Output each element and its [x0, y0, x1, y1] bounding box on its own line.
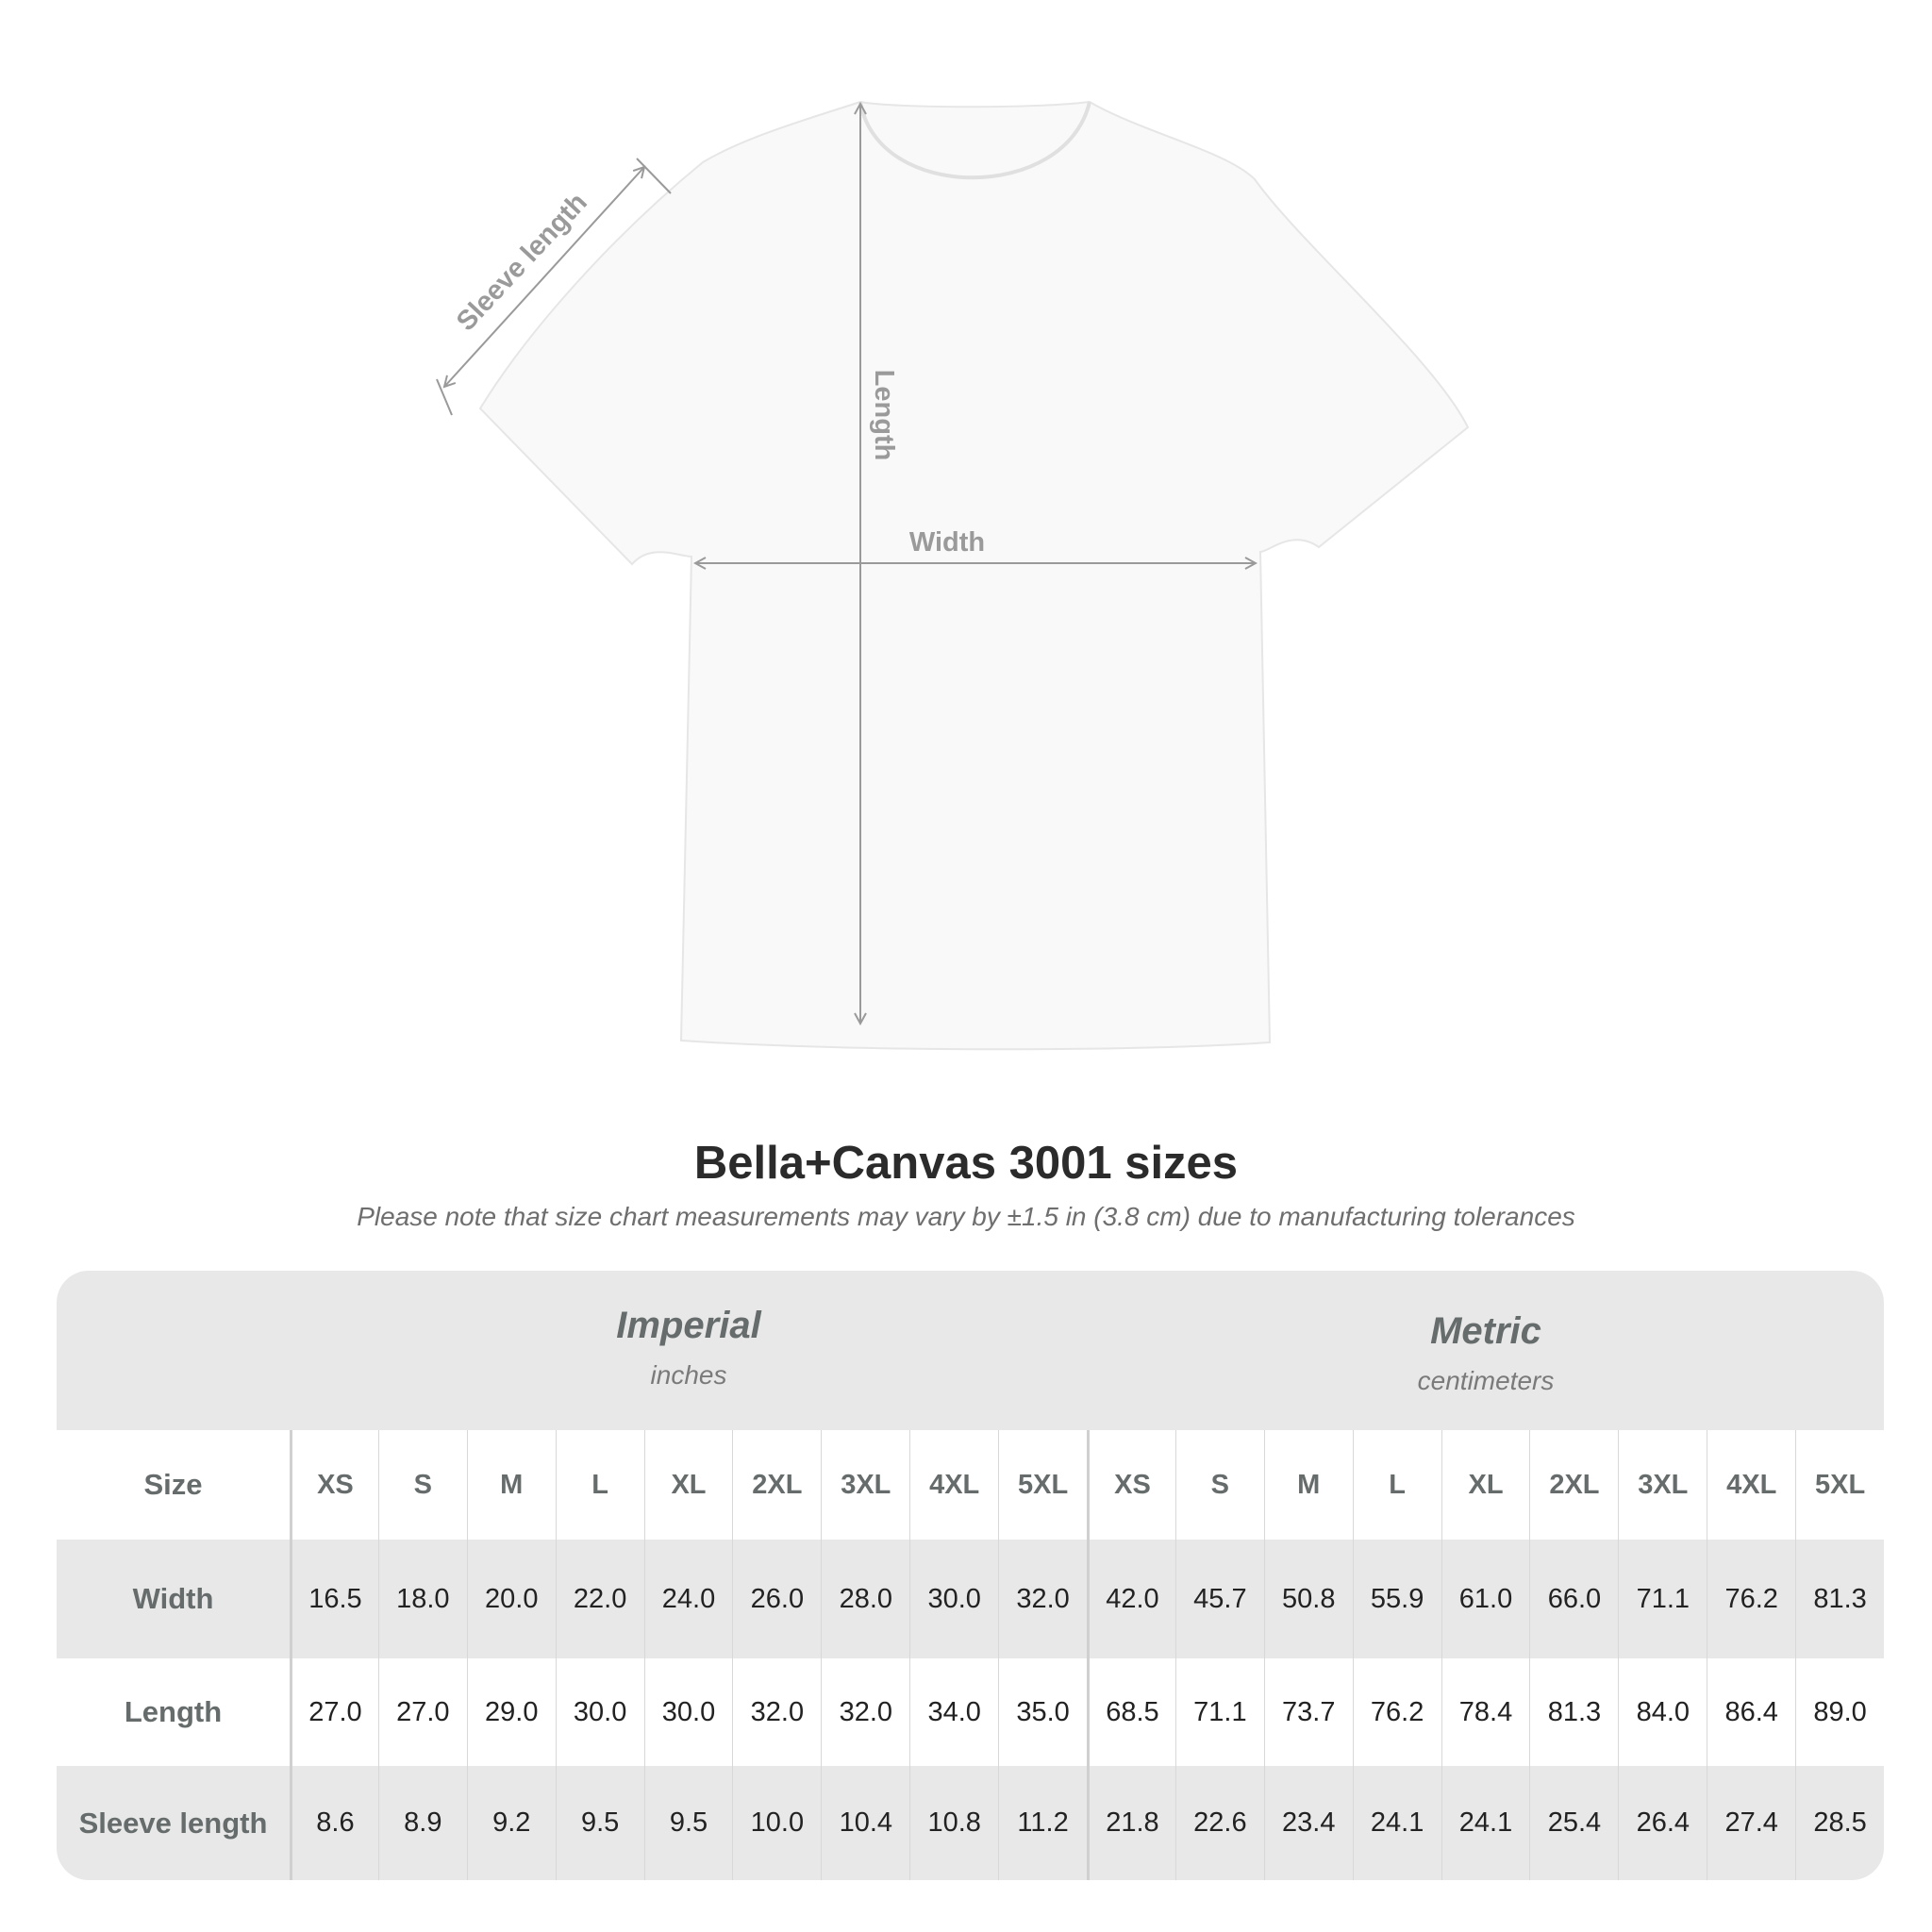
- imperial-size-header: M: [466, 1430, 556, 1540]
- length-label: Length: [869, 370, 899, 461]
- imperial-value: 10.0: [732, 1766, 821, 1880]
- imperial-value: 32.0: [821, 1658, 909, 1766]
- table-row: Sleeve length 8.6 8.9 9.2 9.5 9.5 10.0 10.4 10.8…: [57, 1766, 1884, 1880]
- imperial-value: 9.5: [555, 1766, 644, 1880]
- metric-value: 71.1: [1174, 1658, 1264, 1766]
- imperial-value: 26.0: [732, 1540, 821, 1658]
- imperial-value: 34.0: [909, 1658, 998, 1766]
- metric-value: 27.4: [1707, 1766, 1795, 1880]
- metric-value: 71.1: [1618, 1540, 1707, 1658]
- metric-value: 24.1: [1441, 1766, 1530, 1880]
- imperial-value: 27.0: [377, 1658, 467, 1766]
- row-label: Size: [143, 1468, 203, 1501]
- imperial-size-header: XS: [290, 1430, 378, 1540]
- imperial-size-header: 2XL: [732, 1430, 821, 1540]
- imperial-value: 32.0: [732, 1658, 821, 1766]
- metric-value: 42.0: [1087, 1540, 1175, 1658]
- imperial-value: 29.0: [466, 1658, 556, 1766]
- imperial-size-header: S: [377, 1430, 467, 1540]
- metric-size-header: XS: [1087, 1430, 1175, 1540]
- imperial-value: 9.2: [466, 1766, 556, 1880]
- metric-size-header: 2XL: [1529, 1430, 1618, 1540]
- imperial-value: 22.0: [555, 1540, 644, 1658]
- imperial-value: 11.2: [998, 1766, 1087, 1880]
- metric-value: 68.5: [1087, 1658, 1175, 1766]
- metric-value: 78.4: [1441, 1658, 1530, 1766]
- imperial-value: 9.5: [643, 1766, 733, 1880]
- sleeve-arrow: [444, 167, 644, 387]
- metric-header: Metric centimeters: [1417, 1310, 1555, 1395]
- metric-value: 81.3: [1795, 1540, 1884, 1658]
- metric-value: 76.2: [1707, 1540, 1795, 1658]
- imperial-size-header: XL: [643, 1430, 733, 1540]
- metric-value: 50.8: [1263, 1540, 1353, 1658]
- metric-value: 66.0: [1529, 1540, 1618, 1658]
- metric-value: 89.0: [1795, 1658, 1884, 1766]
- tolerance-note: Please note that size chart measurements…: [357, 1202, 1575, 1231]
- metric-value: 84.0: [1618, 1658, 1707, 1766]
- imperial-value: 30.0: [643, 1658, 733, 1766]
- metric-value: 23.4: [1263, 1766, 1353, 1880]
- metric-value: 55.9: [1352, 1540, 1441, 1658]
- tshirt-shape: [478, 100, 1470, 1051]
- tshirt-diagram: Sleeve length Length Width: [436, 100, 1470, 1051]
- neckline: [858, 101, 1091, 180]
- imperial-size-header: 5XL: [998, 1430, 1087, 1540]
- metric-size-header: L: [1352, 1430, 1441, 1540]
- imperial-value: 16.5: [290, 1540, 378, 1658]
- imperial-value: 32.0: [998, 1540, 1087, 1658]
- imperial-size-header: 3XL: [821, 1430, 909, 1540]
- metric-value: 26.4: [1618, 1766, 1707, 1880]
- table-row: Width 16.5 18.0 20.0 22.0 24.0 26.0 28.0 30.0 32.…: [57, 1540, 1884, 1658]
- metric-value: 22.6: [1174, 1766, 1264, 1880]
- metric-value: 25.4: [1529, 1766, 1618, 1880]
- size-header-row: Size XS S M L XL 2XL 3XL 4XL 5XL XS S M L XL 2XL 3XL 4XL 5…: [57, 1430, 1884, 1540]
- metric-value: 61.0: [1441, 1540, 1530, 1658]
- metric-size-header: 4XL: [1707, 1430, 1795, 1540]
- imperial-size-header: 4XL: [909, 1430, 998, 1540]
- metric-value: 73.7: [1263, 1658, 1353, 1766]
- imperial-value: 8.6: [290, 1766, 378, 1880]
- row-label: Length: [124, 1695, 223, 1728]
- imperial-value: 20.0: [466, 1540, 556, 1658]
- imperial-value: 8.9: [377, 1766, 467, 1880]
- imperial-value: 27.0: [290, 1658, 378, 1766]
- metric-value: 45.7: [1174, 1540, 1264, 1658]
- table-row: Length 27.0 27.0 29.0 30.0 30.0 32.0 32.0 34.0 35…: [57, 1658, 1884, 1766]
- metric-value: 86.4: [1707, 1658, 1795, 1766]
- imperial-value: 10.4: [821, 1766, 909, 1880]
- width-label: Width: [909, 527, 985, 558]
- imperial-header: Imperial inches: [616, 1305, 761, 1390]
- metric-size-header: 3XL: [1618, 1430, 1707, 1540]
- metric-value: 24.1: [1352, 1766, 1441, 1880]
- metric-value: 28.5: [1795, 1766, 1884, 1880]
- metric-value: 81.3: [1529, 1658, 1618, 1766]
- imperial-value: 28.0: [821, 1540, 909, 1658]
- imperial-value: 30.0: [555, 1658, 644, 1766]
- metric-value: 21.8: [1087, 1766, 1175, 1880]
- row-label: Sleeve length: [78, 1806, 268, 1840]
- metric-size-header: XL: [1441, 1430, 1530, 1540]
- size-table: Imperial inches Metric centimeters Size X…: [57, 1271, 1884, 1880]
- imperial-value: 30.0: [909, 1540, 998, 1658]
- imperial-value: 24.0: [643, 1540, 733, 1658]
- imperial-size-header: L: [555, 1430, 644, 1540]
- imperial-value: 18.0: [377, 1540, 467, 1658]
- page-title: Bella+Canvas 3001 sizes: [693, 1138, 1239, 1189]
- metric-size-header: M: [1263, 1430, 1353, 1540]
- metric-value: 76.2: [1352, 1658, 1441, 1766]
- imperial-value: 35.0: [998, 1658, 1087, 1766]
- metric-size-header: S: [1174, 1430, 1264, 1540]
- metric-size-header: 5XL: [1795, 1430, 1884, 1540]
- imperial-value: 10.8: [909, 1766, 998, 1880]
- row-label: Width: [132, 1582, 214, 1615]
